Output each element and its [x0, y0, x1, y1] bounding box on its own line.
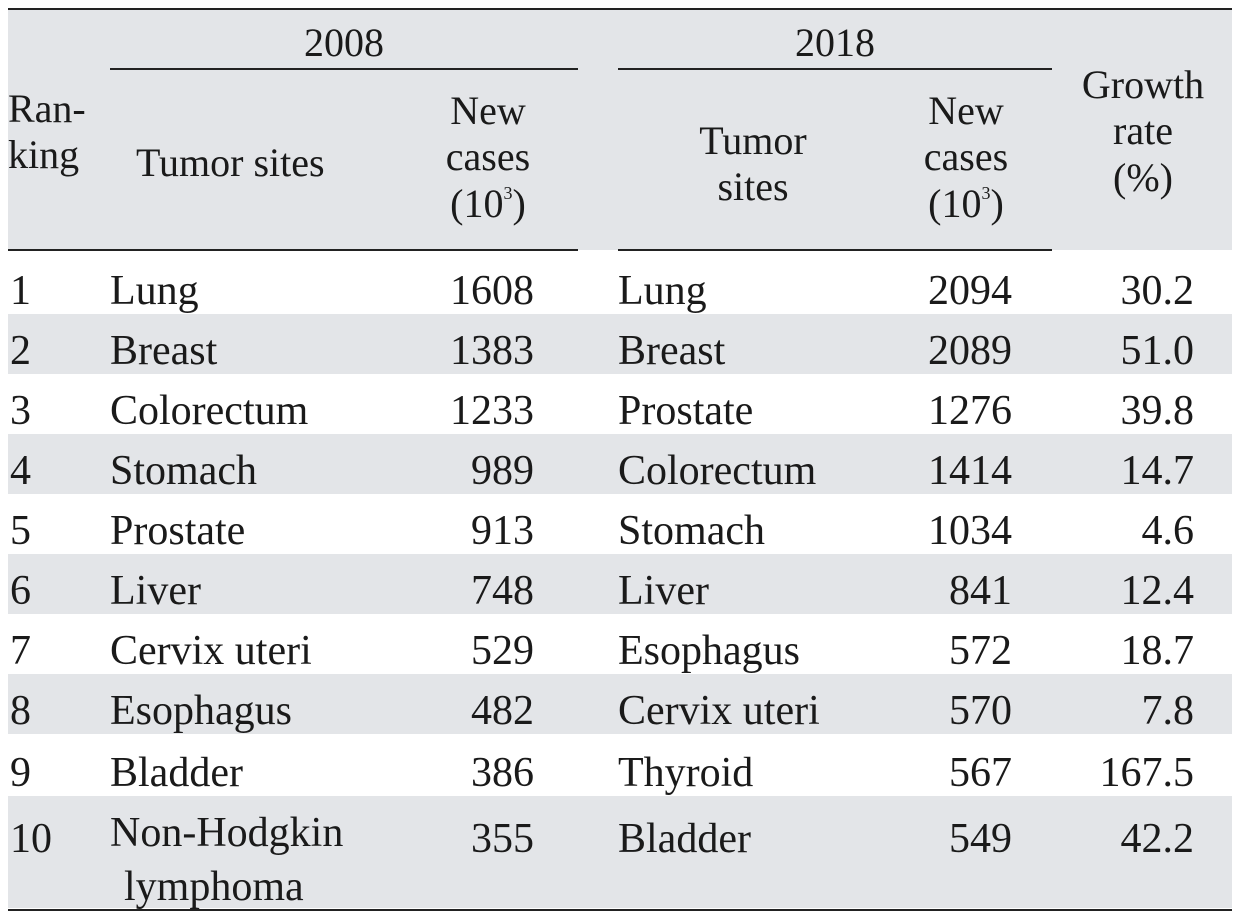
growth-cell: 12.4	[1120, 568, 1195, 614]
rank-cell: 8	[10, 688, 31, 734]
site-2008-cell: Lung	[110, 268, 199, 314]
cases-2008-cell: 355	[471, 816, 534, 862]
cases-2008-cell: 386	[471, 750, 534, 796]
rank-cell: 6	[10, 568, 31, 614]
rule-under-2018	[618, 68, 1052, 70]
cases-2018-cell: 1034	[928, 508, 1012, 554]
new-cases-2018-header: New cases (103)	[904, 88, 1028, 227]
site-2018-cell: Bladder	[618, 816, 751, 862]
year-2018-header: 2018	[795, 20, 875, 65]
site-2018-cell: Lung	[618, 268, 707, 314]
site-2018-cell: Colorectum	[618, 448, 817, 494]
growth-cell: 4.6	[1141, 508, 1195, 554]
cases-2008-cell: 748	[471, 568, 534, 614]
site-2018-cell: Liver	[618, 568, 709, 614]
site-2018-cell: Prostate	[618, 388, 754, 434]
site-2008-cell: Breast	[110, 328, 218, 374]
site-2008-cell: Esophagus	[110, 688, 292, 734]
new-cases-2018-line1: New	[928, 88, 1004, 133]
rank-cell: 3	[10, 388, 31, 434]
site-2018-cell: Esophagus	[618, 628, 800, 674]
tumor-sites-2018-header: Tumor sites	[668, 118, 838, 211]
cases-2018-cell: 570	[949, 688, 1012, 734]
growth-cell: 7.8	[1141, 688, 1195, 734]
site-2008-cell: Prostate	[110, 508, 246, 554]
new-cases-2008-line2: cases	[445, 134, 531, 180]
rank-cell: 7	[10, 628, 31, 674]
cases-2018-cell: 841	[949, 568, 1012, 614]
site-2018-cell: Cervix uteri	[618, 688, 820, 734]
rule-header-2008	[8, 249, 578, 251]
row-band-8	[8, 674, 1232, 734]
cases-2018-cell: 2089	[928, 328, 1012, 374]
rank-cell: 5	[10, 508, 31, 554]
site-2018-cell: Stomach	[618, 508, 765, 554]
new-cases-2018-line2: cases	[923, 134, 1009, 180]
rank-cell: 2	[10, 328, 31, 374]
cases-2008-cell: 1608	[450, 268, 534, 314]
rank-cell: 10	[10, 816, 52, 862]
cases-2008-cell: 529	[471, 628, 534, 674]
cancer-incidence-table: 2008 2018 Ran- king Tumor sites New case…	[8, 8, 1232, 912]
rule-under-2008	[110, 68, 578, 70]
cases-2008-cell: 1383	[450, 328, 534, 374]
new-cases-2018-unit: (103)	[928, 180, 1004, 226]
cases-2018-cell: 572	[949, 628, 1012, 674]
ranking-header-line1: Ran-	[8, 86, 86, 131]
site-2008-cell: Non-Hodgkin	[110, 810, 344, 856]
new-cases-2008-header: New cases (103)	[426, 88, 550, 227]
rank-cell: 1	[10, 268, 31, 314]
tumor-sites-2018-line2: sites	[717, 164, 789, 210]
growth-rate-line3: (%)	[1113, 154, 1173, 200]
top-rule	[8, 8, 1232, 10]
header-band	[8, 8, 1232, 250]
site-2018-cell: Thyroid	[618, 750, 754, 796]
growth-cell: 30.2	[1120, 268, 1195, 314]
row-band-2	[8, 314, 1232, 374]
year-2008-header: 2008	[304, 20, 384, 65]
cases-2018-cell: 1276	[928, 388, 1012, 434]
site-2008-cell: Bladder	[110, 750, 243, 796]
rank-cell: 4	[10, 448, 31, 494]
rule-header-2018	[618, 249, 1052, 251]
site-2018-cell: Breast	[618, 328, 726, 374]
cases-2018-cell: 1414	[928, 448, 1012, 494]
growth-rate-line2: rate	[1113, 108, 1173, 154]
growth-cell: 42.2	[1120, 816, 1195, 862]
rank-cell: 9	[10, 750, 31, 796]
growth-rate-line1: Growth	[1081, 62, 1205, 107]
site-2008-cell: Stomach	[110, 448, 257, 494]
cases-2008-cell: 482	[471, 688, 534, 734]
cases-2008-cell: 913	[471, 508, 534, 554]
bottom-rule	[8, 909, 1232, 911]
row-band-4	[8, 434, 1232, 494]
tumor-sites-2008-header: Tumor sites	[136, 140, 325, 185]
cases-2018-cell: 2094	[928, 268, 1012, 314]
growth-cell: 39.8	[1120, 388, 1195, 434]
row-band-6	[8, 554, 1232, 614]
new-cases-2008-line1: New	[450, 88, 526, 133]
site-2008-cell: Colorectum	[110, 388, 309, 434]
tumor-sites-2018-line1: Tumor	[699, 118, 807, 163]
cases-2018-cell: 567	[949, 750, 1012, 796]
ranking-header: Ran- king	[8, 86, 86, 179]
cases-2008-cell: 989	[471, 448, 534, 494]
growth-cell: 14.7	[1120, 448, 1195, 494]
cases-2018-cell: 549	[949, 816, 1012, 862]
ranking-header-line2: king	[8, 132, 80, 178]
growth-cell: 18.7	[1120, 628, 1195, 674]
site-2008-cell: Liver	[110, 568, 201, 614]
site-2008-cell: Cervix uteri	[110, 628, 312, 674]
growth-cell: 51.0	[1120, 328, 1195, 374]
site-2008-cell-line2: lymphoma	[124, 864, 304, 910]
growth-cell: 167.5	[1099, 750, 1195, 796]
cases-2008-cell: 1233	[450, 388, 534, 434]
growth-rate-header: Growth rate (%)	[1068, 62, 1218, 201]
row-band-10	[8, 796, 1232, 908]
new-cases-2008-unit: (103)	[450, 180, 526, 226]
